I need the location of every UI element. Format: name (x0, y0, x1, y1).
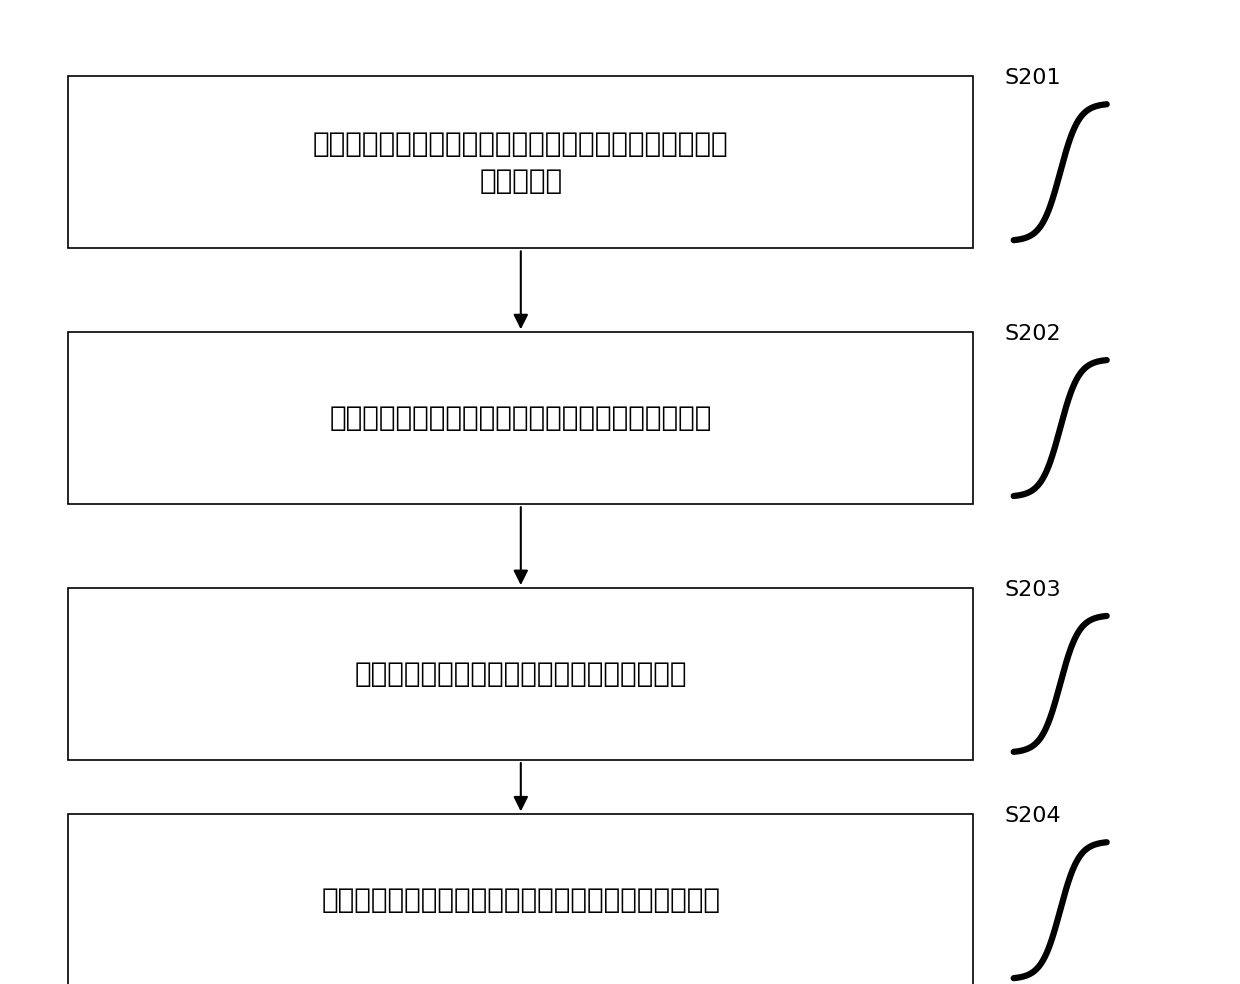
Text: 建立基于多阶特征频率的基础稳定性识别模型: 建立基于多阶特征频率的基础稳定性识别模型 (355, 660, 687, 688)
Text: 根据单自由度结构幅频特征和相频特性求解特征频率: 根据单自由度结构幅频特征和相频特性求解特征频率 (330, 404, 712, 432)
Bar (68, 588, 973, 760)
Text: 对激励和响应的时域信号进行加窗处理，计算出传递函数
和相干函数: 对激励和响应的时域信号进行加窗处理，计算出传递函数 和相干函数 (312, 130, 729, 195)
Text: S203: S203 (1004, 581, 1061, 600)
Text: S201: S201 (1004, 68, 1061, 89)
Text: S204: S204 (1004, 807, 1061, 827)
Text: 根据基础稳定性识别模型求解预埋基础健康性检测结果: 根据基础稳定性识别模型求解预埋基础健康性检测结果 (321, 887, 720, 914)
Bar (68, 815, 973, 984)
Bar (68, 77, 973, 248)
Text: S202: S202 (1004, 325, 1061, 344)
Bar (68, 333, 973, 504)
